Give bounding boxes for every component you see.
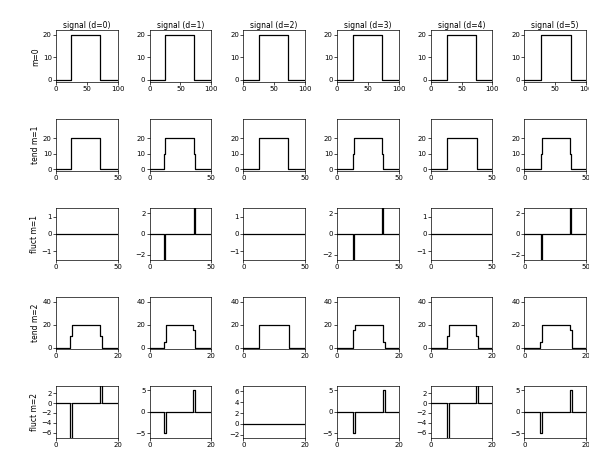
Title: signal (d=0): signal (d=0) — [63, 21, 111, 29]
Title: signal (d=3): signal (d=3) — [344, 21, 392, 29]
Title: signal (d=2): signal (d=2) — [250, 21, 298, 29]
Title: signal (d=1): signal (d=1) — [157, 21, 204, 29]
Title: signal (d=4): signal (d=4) — [438, 21, 485, 29]
Y-axis label: tend m=2: tend m=2 — [31, 304, 40, 342]
Y-axis label: fluct m=2: fluct m=2 — [29, 393, 39, 431]
Title: signal (d=5): signal (d=5) — [531, 21, 579, 29]
Y-axis label: fluct m=1: fluct m=1 — [29, 215, 39, 253]
Y-axis label: tend m=1: tend m=1 — [31, 126, 40, 164]
Y-axis label: m=0: m=0 — [31, 47, 40, 66]
